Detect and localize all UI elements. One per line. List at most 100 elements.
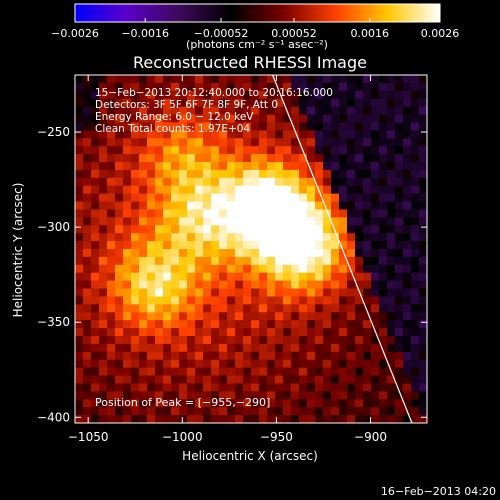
heatmap-cell [107, 288, 116, 298]
heatmap-cell [123, 280, 132, 290]
heatmap-cell [91, 162, 100, 171]
heatmap-cell [75, 185, 84, 195]
heatmap-cell [243, 154, 252, 163]
heatmap-cell [283, 241, 292, 250]
heatmap-cell [307, 343, 316, 353]
heatmap-cell [187, 138, 196, 147]
heatmap-cell [179, 415, 188, 423]
heatmap-cell [283, 249, 292, 258]
heatmap-cell [163, 336, 172, 345]
heatmap-cell [291, 249, 300, 258]
heatmap-cell [267, 209, 276, 218]
heatmap-cell [203, 241, 212, 250]
heatmap-cell [363, 209, 372, 218]
heatmap-cell [323, 75, 332, 84]
heatmap-cell [179, 130, 188, 139]
heatmap-cell [323, 209, 332, 218]
heatmap-cell [83, 82, 92, 92]
heatmap-cell [291, 280, 300, 290]
heatmap-cell [299, 280, 308, 290]
heatmap-cell [347, 233, 356, 242]
heatmap-cell [363, 272, 372, 282]
heatmap-cell [355, 304, 364, 313]
heatmap-cell [139, 106, 148, 116]
heatmap-cell [267, 359, 276, 369]
heatmap-cell [379, 177, 388, 187]
heatmap-cell [219, 343, 228, 353]
heatmap-cell [107, 328, 116, 337]
heatmap-cell [131, 146, 140, 155]
heatmap-cell [243, 106, 252, 116]
heatmap-cell [379, 391, 388, 400]
heatmap-cell [347, 106, 356, 116]
heatmap-cell [171, 256, 180, 266]
heatmap-cell [419, 272, 427, 282]
heatmap-cell [187, 264, 196, 274]
heatmap-cell [419, 383, 427, 392]
heatmap-cell [155, 209, 164, 218]
heatmap-cell [315, 351, 324, 361]
heatmap-cell [331, 272, 340, 282]
heatmap-cell [195, 106, 204, 116]
heatmap-cell [411, 185, 420, 195]
heatmap-cell [147, 399, 156, 408]
heatmap-cell [379, 233, 388, 242]
heatmap-cell [163, 320, 172, 329]
heatmap-cell [155, 312, 164, 321]
heatmap-cell [331, 185, 340, 195]
heatmap-cell [115, 106, 124, 116]
heatmap-cell [187, 225, 196, 234]
heatmap-cell [115, 130, 124, 139]
heatmap-cell [395, 75, 404, 84]
heatmap-cell [371, 320, 380, 329]
heatmap-cell [179, 169, 188, 179]
heatmap-cell [323, 296, 332, 305]
heatmap-cell [75, 241, 84, 250]
heatmap-cell [211, 272, 220, 282]
heatmap-cell [243, 336, 252, 345]
heatmap-cell [243, 328, 252, 337]
heatmap-cell [115, 256, 124, 266]
heatmap-cell [107, 90, 116, 100]
heatmap-cell [283, 138, 292, 147]
heatmap-cell [163, 154, 172, 163]
heatmap-cell [171, 383, 180, 392]
heatmap-cell [371, 375, 380, 385]
heatmap-cell [403, 383, 412, 392]
heatmap-cell [139, 407, 148, 416]
heatmap-cell [315, 320, 324, 329]
heatmap-cell [395, 146, 404, 155]
heatmap-cell [355, 162, 364, 171]
heatmap-cell [187, 106, 196, 116]
heatmap-cell [339, 114, 348, 124]
colorbar-tick-label: 0.0026 [421, 27, 460, 40]
heatmap-cell [139, 138, 148, 147]
heatmap-cell [307, 256, 316, 266]
heatmap-cell [243, 249, 252, 258]
heatmap-cell [227, 122, 236, 131]
heatmap-cell [363, 391, 372, 400]
heatmap-cell [83, 415, 92, 423]
heatmap-cell [331, 375, 340, 385]
heatmap-cell [379, 98, 388, 108]
heatmap-cell [307, 177, 316, 187]
heatmap-cell [115, 264, 124, 274]
heatmap-cell [267, 343, 276, 353]
heatmap-cell [163, 241, 172, 250]
heatmap-cell [235, 98, 244, 108]
heatmap-cell [91, 407, 100, 416]
heatmap-cell [99, 383, 108, 392]
heatmap-cell [83, 201, 92, 211]
heatmap-cell [307, 114, 316, 124]
heatmap-cell [379, 185, 388, 195]
heatmap-cell [371, 185, 380, 195]
heatmap-cell [291, 328, 300, 337]
heatmap-cell [411, 169, 420, 179]
heatmap-cell [403, 114, 412, 124]
heatmap-cell [379, 336, 388, 345]
colorbar-units-label: (photons cm⁻² s⁻¹ asec⁻²) [186, 38, 328, 51]
heatmap-cell [259, 328, 268, 337]
heatmap-cell [403, 312, 412, 321]
heatmap-cell [107, 177, 116, 187]
heatmap-cell [179, 225, 188, 234]
